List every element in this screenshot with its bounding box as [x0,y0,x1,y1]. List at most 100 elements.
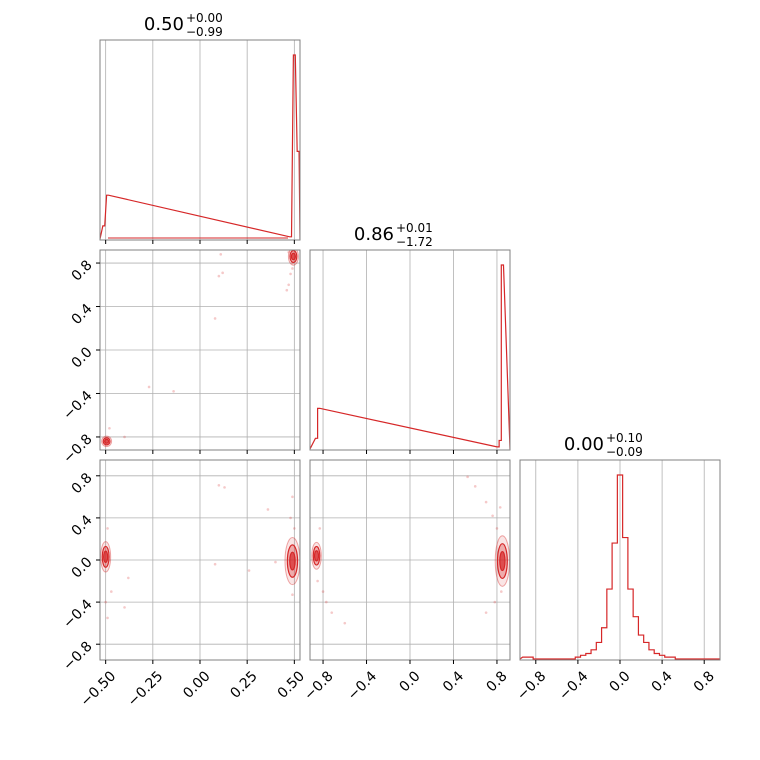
panel-2-1-point-14 [500,590,503,593]
panel-2-1-point-8 [325,600,328,604]
x-tick-label-1-4: 0.8 [484,668,511,695]
panel-2-1-point-3 [491,514,494,518]
panel-2-0-point-2 [213,562,217,566]
x-tick-label-0-4: 0.50 [275,668,308,701]
panel-1-0-point-3 [147,385,151,389]
histogram-0 [100,54,300,240]
histogram-2-bar-25 [654,653,659,659]
panel-2-1-point-4 [495,527,499,530]
panel-2-0-point-8 [106,616,109,620]
x-tick-label-0-1: −0.25 [125,668,167,710]
histogram-2-bar-22 [638,635,643,659]
panel-2-1-point-10 [343,621,347,625]
param-title-2: 0.00 [564,434,604,455]
y-tick-label-2-4: 0.8 [69,470,96,497]
panel-2-1-point-2 [484,500,488,504]
y-tick-label-1-2: 0.0 [69,344,96,371]
x-tick-label-1-1: −0.4 [345,668,380,703]
y-tick-label-1-3: 0.4 [69,301,96,328]
panel-2-0-contour-inner-0 [289,551,296,571]
panel-2-0-point-11 [110,590,113,593]
histogram-2-bar-20 [628,589,633,659]
histogram-2-bar-23 [644,642,649,659]
panel-2-1-point-11 [318,527,322,530]
histogram-1 [310,264,510,450]
param-title-sub-0: −0.99 [186,25,223,39]
x-tick-label-1-0: −0.8 [301,668,336,703]
y-tick-label-1-1: −0.4 [60,388,95,423]
panel-2-0-point-6 [291,495,294,499]
panel-2-1-point-5 [484,611,488,614]
histogram-2 [520,474,720,660]
panel-1-0-point-8 [291,267,294,270]
x-tick-label-0-3: 0.25 [227,668,260,701]
panel-2-1-point-7 [321,590,325,593]
panel-1-0-point-1 [221,271,224,275]
histogram-2-bar-13 [591,650,596,659]
panel-2-1-point-6 [493,600,497,604]
panel-1-0-point-9 [287,250,290,254]
panel-1-0-contour-inner-1 [104,438,110,444]
y-tick-label-1-4: 0.8 [69,257,96,284]
x-tick-label-2-2: 0.0 [607,668,634,695]
panel-2-0-point-0 [217,483,221,487]
histogram-0-bar-0 [103,226,105,239]
panel-2-0-point-9 [123,606,126,609]
panel-2-0-point-7 [104,600,107,604]
y-tick-label-2-3: 0.4 [69,512,96,539]
histogram-0-bar-1 [107,195,109,239]
panel-1-0-contour-inner-0 [290,252,296,261]
panel-2-0-point-13 [293,527,296,530]
panel-2-0-point-14 [106,527,109,530]
y-tick-label-2-1: −0.4 [60,596,95,631]
x-tick-label-2-3: 0.4 [649,668,676,695]
panel-2-0-point-5 [289,516,292,520]
histogram-2-bar-19 [623,538,628,659]
y-tick-label-2-0: −0.8 [60,639,95,674]
panel-1-0-point-0 [217,274,221,278]
panel-2-1-point-9 [330,611,334,614]
panel-2-0-point-12 [291,593,294,597]
x-tick-label-2-4: 0.8 [691,668,718,695]
histogram-2-bar-24 [649,650,654,659]
param-title-sup-0: +0.00 [186,11,223,25]
param-title-sub-2: −0.09 [606,445,643,459]
panel-2-0-point-1 [223,486,226,489]
histogram-2-bar-15 [602,628,607,659]
histogram-2-bar-16 [607,589,612,659]
panel-1-0-point-12 [219,253,223,256]
panel-1-0-point-11 [123,435,126,439]
panel-2-1-point-13 [498,506,502,509]
x-tick-label-0-0: −0.50 [78,668,120,710]
panel-1-0-point-10 [108,426,111,430]
param-title-0: 0.50 [144,14,184,35]
y-tick-label-1-0: −0.8 [60,431,95,466]
x-tick-label-1-3: 0.4 [440,668,467,695]
histogram-2-bar-21 [633,617,638,659]
histogram-2-bar-17 [612,543,617,659]
param-title-sub-1: −1.72 [396,235,433,249]
y-tick-label-2-2: 0.0 [69,554,96,581]
x-tick-label-1-2: 0.0 [397,668,424,695]
panel-2-1-point-12 [316,579,319,583]
panel-1-0-point-2 [213,317,217,320]
param-title-1: 0.86 [354,224,394,245]
x-tick-label-0-2: 0.00 [180,668,213,701]
panel-1-0-point-5 [285,288,289,292]
histogram-1-bar-0 [315,438,317,449]
panel-1-0-point-6 [287,283,290,287]
panel-2-1-point-1 [473,485,477,488]
param-title-sup-1: +0.01 [396,221,433,235]
panel-2-1-contour-inner-1 [313,550,320,562]
panel-2-0-point-3 [274,560,277,564]
panel-2-1-point-0 [466,475,469,479]
panel-2-0-contour-inner-1 [103,550,109,564]
panel-2-0-point-15 [247,569,251,572]
panel-2-1-contour-inner-0 [499,550,506,572]
histogram-2-bar-12 [586,653,591,659]
panel-1-0-point-4 [172,390,175,393]
x-tick-label-2-1: −0.4 [556,668,591,703]
histogram-2-bar-14 [596,642,601,659]
param-title-sup-2: +0.10 [606,431,643,445]
panel-2-0-point-4 [266,508,270,511]
